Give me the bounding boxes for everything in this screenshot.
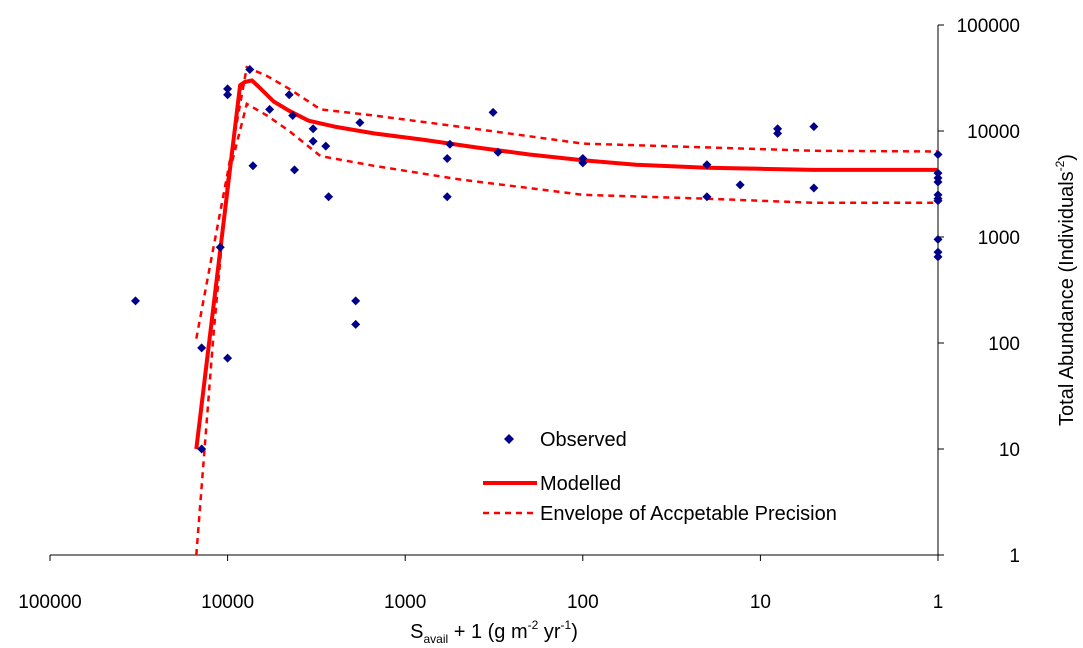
observed-point [223,84,233,94]
observed-point [308,124,318,134]
x-axis-ticks: 100000 10000 1000 100 10 1 [18,555,943,613]
observed-point [351,319,361,329]
y-tick-label: 1 [1009,546,1020,567]
observed-point [197,343,207,353]
x-tick-label: 1 [933,592,944,613]
observed-point [248,161,258,171]
observed-point [702,192,712,202]
observed-point [223,90,233,100]
observed-point [933,177,943,187]
observed-point [284,90,294,100]
observed-point [131,296,141,306]
observed-point [578,158,588,168]
x-tick-label: 100 [567,592,599,613]
observed-point [223,353,233,363]
observed-point [933,247,943,257]
y-tick-label: 10 [999,440,1020,461]
x-tick-label: 1000 [384,592,426,613]
observed-point [933,234,943,244]
observed-point [442,192,452,202]
y-tick-label: 10000 [967,122,1020,143]
observed-point [324,192,334,202]
y-tick-label: 100000 [957,16,1020,37]
plot-area [50,25,938,555]
observed-point [735,180,745,190]
observed-point [442,154,452,164]
observed-points [131,65,943,454]
x-axis-title: Savail + 1 (g m-2 yr-1) [410,618,578,646]
observed-point [308,136,318,146]
observed-point [809,183,819,193]
legend-observed-marker [504,434,514,444]
observed-point [493,147,503,157]
y-tick-label: 1000 [978,228,1020,249]
observed-point [197,444,207,454]
y-axis-title: Total Abundance (Individuals-2) [1053,154,1078,426]
observed-point [809,122,819,132]
x-tick-label: 10 [750,592,771,613]
observed-point [702,160,712,170]
observed-point [245,65,255,75]
observed-point [265,104,275,114]
y-tick-label: 100 [988,334,1020,355]
x-tick-label: 10000 [201,592,254,613]
observed-point [215,242,225,252]
x-tick-label: 100000 [18,592,81,613]
observed-point [290,165,300,175]
legend: Observed Modelled Envelope of Accpetable… [483,429,837,525]
legend-modelled-label: Modelled [540,473,621,495]
legend-observed-label: Observed [540,429,627,451]
observed-point [933,196,943,206]
observed-point [933,150,943,160]
observed-point [933,168,943,178]
observed-point [351,296,361,306]
observed-point [488,107,498,117]
observed-point [321,141,331,151]
observed-point [773,124,783,134]
y-axis-ticks: 1 10 100 1000 10000 100000 [938,16,1020,567]
observed-point [288,111,298,121]
observed-point [355,118,365,128]
observed-point [445,139,455,149]
observed-point [933,252,943,262]
observed-point [773,128,783,138]
legend-envelope-label: Envelope of Accpetable Precision [540,503,837,525]
